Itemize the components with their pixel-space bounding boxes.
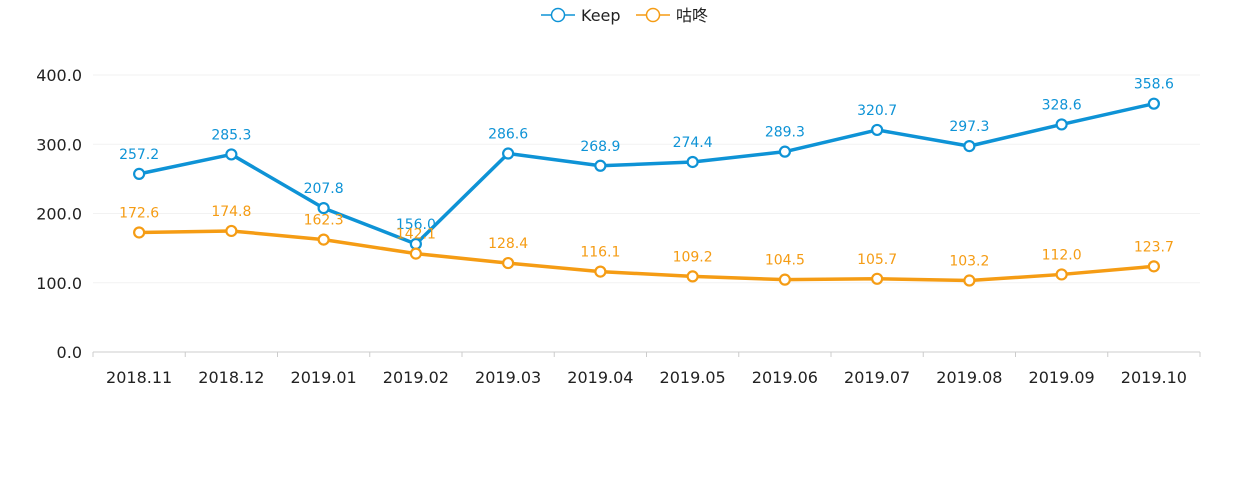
series-point-0 xyxy=(686,155,699,169)
series-line-1 xyxy=(139,229,1155,283)
series-point-1 xyxy=(963,274,976,287)
data-label-1: 162.3 xyxy=(304,213,344,229)
data-label-1: 112.0 xyxy=(1042,247,1082,263)
data-label-1: 123.7 xyxy=(1134,239,1174,255)
data-label-0: 207.8 xyxy=(304,181,344,197)
y-gridlines xyxy=(93,74,1200,284)
data-label-0: 289.3 xyxy=(765,125,805,141)
data-label-0: 257.2 xyxy=(119,147,159,163)
y-tick-label: 200.0 xyxy=(36,205,82,224)
series-point-1 xyxy=(778,273,791,286)
series-point-0 xyxy=(133,167,146,180)
series-point-0 xyxy=(963,140,976,153)
data-label-0: 286.6 xyxy=(488,127,528,143)
legend-marker-0 xyxy=(550,7,566,23)
series-point-1 xyxy=(225,224,238,238)
data-label-0: 268.9 xyxy=(580,139,620,155)
series-point-0 xyxy=(594,159,607,172)
data-label-1: 109.2 xyxy=(673,249,713,265)
data-label-1: 105.7 xyxy=(857,252,897,268)
data-label-0: 274.4 xyxy=(673,135,713,151)
data-label-1: 142.1 xyxy=(396,227,436,243)
data-label-1: 116.1 xyxy=(580,245,620,261)
data-label-0: 320.7 xyxy=(857,103,897,119)
y-tick-label: 300.0 xyxy=(36,135,82,154)
x-tick-label: 2019.09 xyxy=(1029,368,1095,387)
series-point-1 xyxy=(1055,268,1068,281)
x-tick-label: 2019.02 xyxy=(383,368,449,387)
data-label-1: 103.2 xyxy=(949,254,989,270)
data-label-0: 358.6 xyxy=(1134,77,1174,93)
series-point-0 xyxy=(502,147,515,160)
series-point-0 xyxy=(225,148,238,161)
legend-label-1: 咕咚 xyxy=(676,6,708,25)
legend-marker-1 xyxy=(645,7,661,23)
series-point-0 xyxy=(317,201,330,215)
series-point-0 xyxy=(1147,97,1160,110)
series-point-1 xyxy=(133,226,146,239)
y-tick-label: 100.0 xyxy=(36,274,82,293)
series-point-1 xyxy=(686,270,699,283)
data-label-0: 156.0 xyxy=(396,217,436,233)
x-tick-label: 2019.10 xyxy=(1121,368,1187,387)
legend-label-0: Keep xyxy=(581,6,621,25)
data-label-1: 104.5 xyxy=(765,253,805,269)
series-point-0 xyxy=(1055,118,1068,131)
series-point-0 xyxy=(778,145,791,158)
data-label-1: 172.6 xyxy=(119,205,159,221)
x-tick-label: 2019.07 xyxy=(844,368,910,387)
series-point-1 xyxy=(1147,260,1160,273)
x-tick-label: 2019.04 xyxy=(567,368,633,387)
data-label-1: 128.4 xyxy=(488,236,528,252)
data-label-1: 174.8 xyxy=(211,204,251,220)
x-tick-label: 2019.08 xyxy=(936,368,1002,387)
y-tick-label: 0.0 xyxy=(57,343,82,362)
x-tick-label: 2018.12 xyxy=(198,368,264,387)
data-label-0: 285.3 xyxy=(211,127,251,143)
series-point-1 xyxy=(871,272,884,285)
series-point-1 xyxy=(594,265,607,278)
series-point-1 xyxy=(502,256,515,270)
x-tick-label: 2019.06 xyxy=(752,368,818,387)
y-tick-label: 400.0 xyxy=(36,66,82,85)
x-tick-label: 2019.03 xyxy=(475,368,541,387)
data-label-0: 328.6 xyxy=(1042,97,1082,113)
x-tick-label: 2018.11 xyxy=(106,368,172,387)
data-label-0: 297.3 xyxy=(949,119,989,135)
series-point-1 xyxy=(409,247,422,260)
x-tick-label: 2019.05 xyxy=(660,368,726,387)
x-tick-label: 2019.01 xyxy=(291,368,357,387)
series-line-0 xyxy=(138,101,1155,246)
series-point-1 xyxy=(317,233,330,246)
series-point-0 xyxy=(871,123,884,137)
